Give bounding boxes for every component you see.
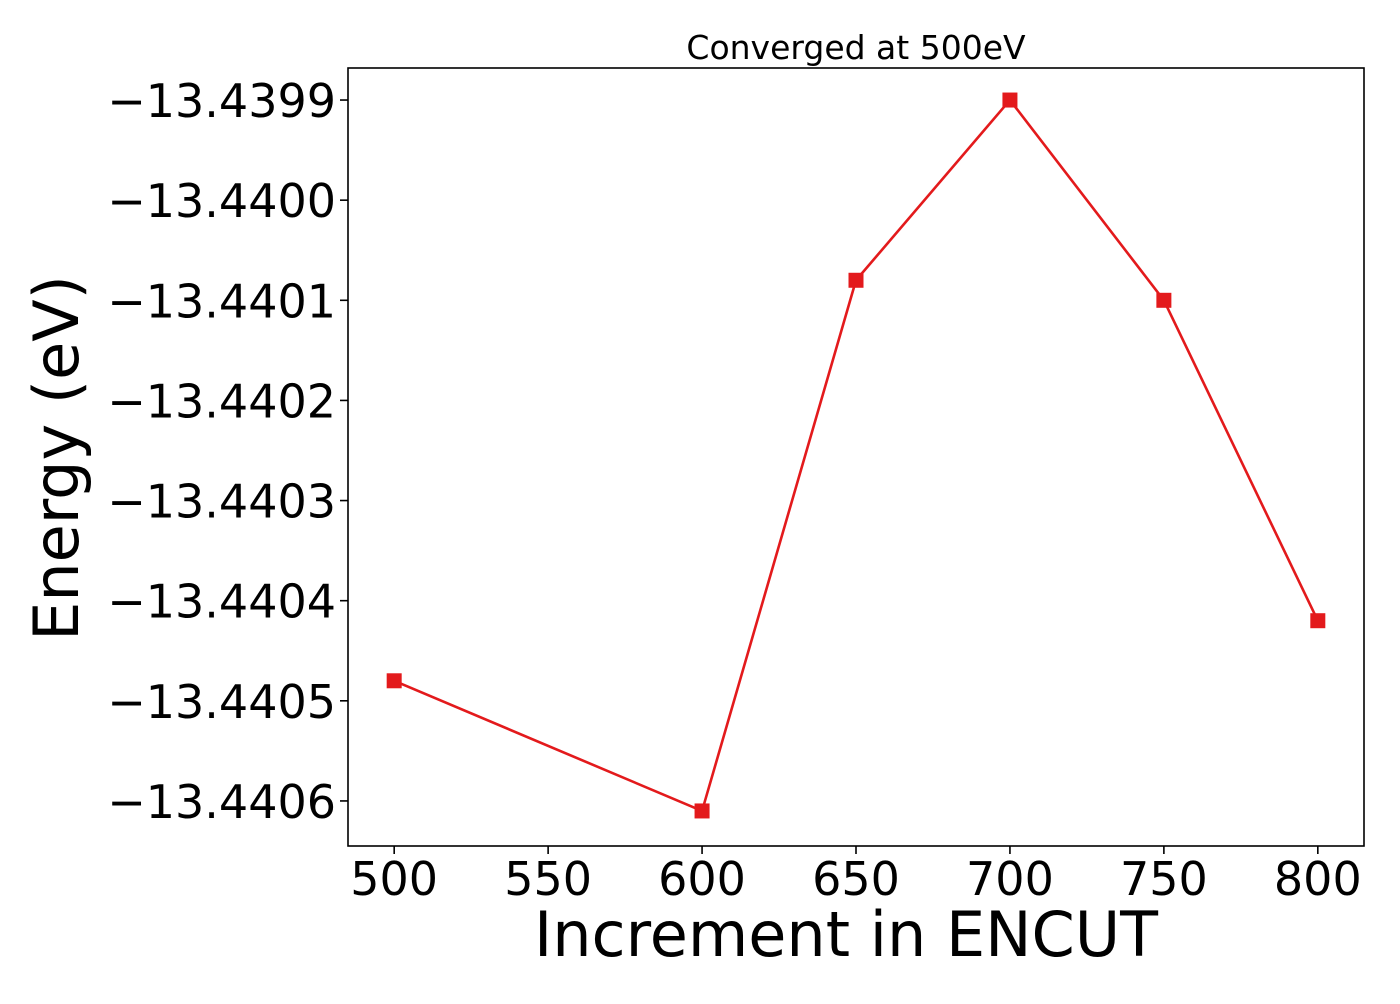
x-tick-label: 600 bbox=[658, 852, 746, 906]
data-point-marker bbox=[1002, 92, 1018, 108]
x-axis-title: Increment in ENCUT bbox=[534, 898, 1159, 971]
x-tick-label: 750 bbox=[1120, 852, 1208, 906]
data-point-marker bbox=[694, 803, 710, 819]
y-tick-label: −13.4400 bbox=[107, 174, 336, 228]
y-axis-ticks: −13.4399 −13.4400 −13.4401 −13.4402 −13.4403… bbox=[107, 74, 348, 829]
y-tick-label: −13.4401 bbox=[107, 274, 336, 328]
y-tick-label: −13.4403 bbox=[107, 475, 336, 529]
y-tick-label: −13.4399 bbox=[107, 74, 336, 128]
y-tick-label: −13.4405 bbox=[107, 675, 336, 729]
y-tick-label: −13.4404 bbox=[107, 575, 336, 629]
x-tick-label: 700 bbox=[966, 852, 1054, 906]
data-point-marker bbox=[848, 272, 864, 288]
y-axis-title: Energy (eV) bbox=[20, 275, 93, 641]
data-point-marker bbox=[386, 673, 402, 689]
data-point-marker bbox=[1156, 292, 1172, 308]
series-line bbox=[393, 98, 1319, 813]
x-tick-label: 500 bbox=[350, 852, 438, 906]
plot-frame bbox=[347, 67, 1365, 847]
x-tick-label: 550 bbox=[504, 852, 592, 906]
series-layer bbox=[386, 92, 1326, 819]
x-tick-label: 800 bbox=[1274, 852, 1362, 906]
data-point-marker bbox=[1310, 613, 1326, 629]
plot-area bbox=[348, 68, 1364, 846]
y-tick-label: −13.4402 bbox=[107, 374, 336, 428]
x-axis-ticks: 500 550 600 650 700 750 800 bbox=[350, 846, 1362, 906]
y-tick-label: −13.4406 bbox=[107, 775, 336, 829]
x-tick-label: 650 bbox=[812, 852, 900, 906]
chart-title: Converged at 500eV bbox=[686, 28, 1026, 67]
